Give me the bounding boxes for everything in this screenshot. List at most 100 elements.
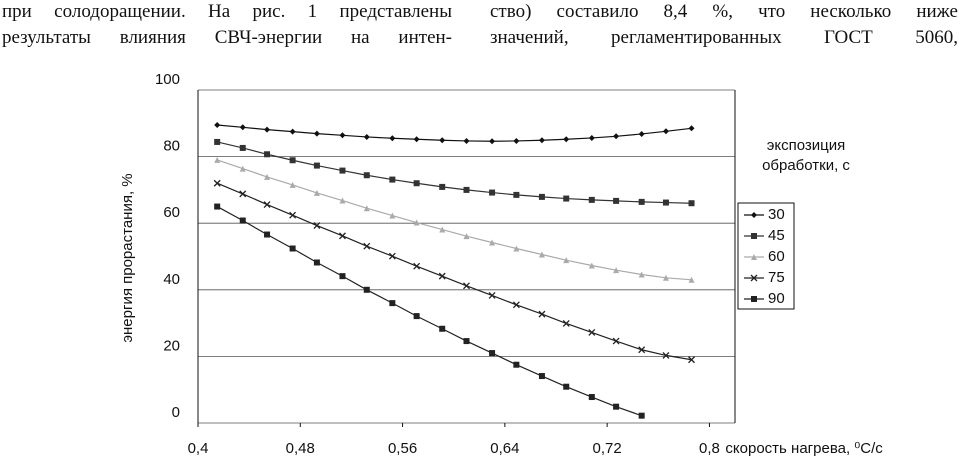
- marker: [413, 219, 420, 226]
- marker: [538, 137, 545, 144]
- marker: [313, 259, 320, 266]
- marker: [750, 274, 758, 282]
- series-line: [216, 159, 692, 281]
- marker: [313, 130, 320, 137]
- marker: [214, 121, 221, 128]
- marker: [588, 328, 596, 336]
- marker: [588, 134, 595, 141]
- marker: [388, 252, 396, 260]
- marker: [463, 233, 470, 240]
- series-line: [216, 206, 642, 417]
- marker: [563, 195, 570, 202]
- marker: [239, 124, 246, 131]
- marker: [239, 190, 247, 198]
- y-tick-label: 80: [163, 138, 180, 155]
- y-tick-label: 60: [163, 204, 180, 221]
- marker: [751, 296, 757, 302]
- marker: [563, 257, 570, 264]
- marker: [363, 205, 370, 212]
- marker: [588, 262, 595, 269]
- marker: [389, 300, 396, 307]
- marker: [239, 165, 246, 172]
- marker: [638, 271, 645, 278]
- marker: [439, 137, 446, 144]
- marker: [538, 373, 545, 380]
- marker: [662, 351, 670, 359]
- legend-title: обработки, с: [762, 157, 850, 174]
- marker: [638, 130, 645, 137]
- marker: [489, 350, 496, 357]
- marker: [289, 181, 296, 188]
- marker: [339, 197, 346, 204]
- marker: [613, 133, 620, 140]
- marker: [513, 245, 520, 252]
- x-tick-label: 0,64: [490, 440, 519, 457]
- marker: [588, 196, 595, 203]
- marker: [613, 403, 620, 410]
- marker: [463, 338, 470, 345]
- legend-label: 30: [768, 206, 785, 223]
- y-axis-label: энергия прорастания, %: [119, 173, 136, 342]
- marker: [264, 173, 271, 180]
- y-tick-label: 100: [155, 71, 180, 88]
- marker: [688, 276, 695, 283]
- marker: [489, 138, 496, 145]
- marker: [264, 231, 271, 238]
- marker: [289, 157, 296, 164]
- marker: [439, 325, 446, 332]
- marker: [263, 201, 271, 209]
- marker: [751, 233, 757, 239]
- marker: [339, 273, 346, 280]
- y-tick-label: 20: [163, 337, 180, 354]
- series-line: [216, 182, 692, 361]
- marker: [289, 128, 296, 135]
- marker: [688, 200, 695, 207]
- x-tick-label: 0,72: [593, 440, 622, 457]
- marker: [538, 193, 545, 200]
- marker: [363, 242, 371, 250]
- marker: [413, 136, 420, 143]
- marker: [439, 183, 446, 190]
- marker: [439, 226, 446, 233]
- marker: [463, 282, 470, 290]
- marker: [662, 274, 669, 281]
- legend-label: 90: [768, 290, 785, 307]
- marker: [289, 245, 296, 252]
- x-tick-label: 0,8: [699, 440, 720, 457]
- marker: [339, 167, 346, 174]
- marker: [264, 151, 271, 158]
- marker: [638, 198, 645, 205]
- marker: [214, 156, 221, 163]
- marker: [213, 179, 221, 187]
- marker: [662, 199, 669, 206]
- text-line: результаты влияния СВЧ-энергии на интен-: [2, 27, 452, 48]
- legend-label: 60: [768, 248, 785, 265]
- marker: [438, 272, 446, 280]
- text-line: значений, регламентированных ГОСТ 5060,: [490, 27, 958, 48]
- marker: [463, 186, 470, 193]
- marker: [389, 135, 396, 142]
- marker: [688, 125, 695, 132]
- marker: [363, 172, 370, 179]
- marker: [413, 180, 420, 187]
- marker: [638, 346, 646, 354]
- marker: [463, 137, 470, 144]
- marker: [751, 254, 757, 260]
- marker: [339, 232, 346, 240]
- marker: [389, 176, 396, 183]
- marker: [513, 361, 520, 368]
- marker: [638, 412, 645, 419]
- marker: [489, 189, 496, 196]
- marker: [613, 267, 620, 274]
- x-tick-label: 0,48: [286, 440, 315, 457]
- marker: [662, 128, 669, 135]
- marker: [363, 133, 370, 140]
- marker: [239, 144, 246, 151]
- marker: [389, 212, 396, 219]
- marker: [214, 203, 221, 210]
- series-line: [217, 124, 692, 142]
- marker: [512, 301, 520, 309]
- legend-box: [737, 202, 795, 310]
